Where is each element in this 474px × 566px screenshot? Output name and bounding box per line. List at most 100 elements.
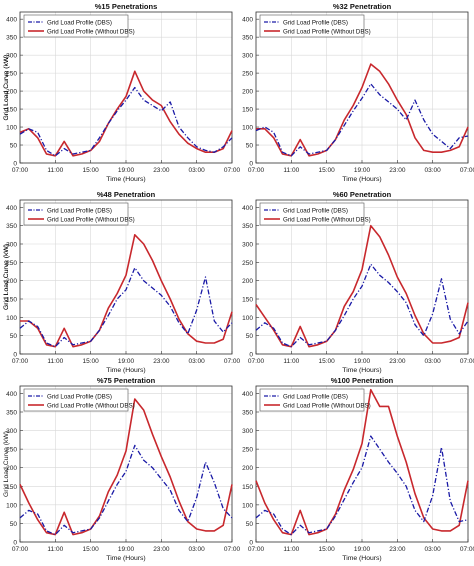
legend-box — [259, 202, 365, 226]
x-axis-label: Time (Hours) — [342, 367, 381, 374]
y-tick-label: 100 — [6, 125, 17, 132]
y-tick-label: 100 — [242, 315, 253, 322]
legend-box — [23, 14, 129, 38]
axes-frame — [19, 199, 233, 355]
x-tick-label: 11:00 — [283, 167, 299, 174]
legend-label: Grid Load Profile (DBS) — [47, 19, 112, 26]
y-tick-label: 50 — [10, 143, 18, 150]
x-tick-label: 23:00 — [153, 167, 170, 174]
x-tick-label: 23:00 — [153, 358, 170, 365]
x-axis-label: Time (Hours) — [342, 176, 381, 183]
y-tick-label: 150 — [242, 107, 253, 114]
legend-box — [259, 14, 365, 38]
y-tick-label: 150 — [242, 297, 253, 304]
legend-label: Grid Load Profile (DBS) — [283, 207, 348, 214]
x-tick-label: 15:00 — [83, 546, 100, 553]
chart-title: %15 Penetrations — [95, 2, 158, 11]
x-tick-label: 19:00 — [118, 358, 135, 365]
legend: Grid Load Profile (DBS) Grid Load Profile… — [23, 202, 135, 226]
legend-label: Grid Load Profile (Without DBS) — [283, 402, 371, 409]
y-tick-label: 100 — [242, 125, 253, 132]
x-tick-label: 11:00 — [47, 358, 63, 365]
y-tick-label: 150 — [242, 484, 253, 491]
y-tick-label: 100 — [242, 502, 253, 509]
x-tick-label: 07:00 — [224, 167, 241, 174]
chart-title: %100 Penetration — [331, 376, 394, 385]
x-tick-label: 07:00 — [12, 167, 29, 174]
y-tick-label: 50 — [10, 333, 18, 340]
x-tick-label: 23:00 — [389, 546, 406, 553]
x-tick-label: 03:00 — [425, 358, 442, 365]
series-line — [255, 435, 469, 536]
legend-label: Grid Load Profile (Without DBS) — [47, 28, 135, 35]
y-axis-label: Grid Load Curve (kW) — [3, 244, 10, 310]
x-tick-label: 15:00 — [319, 546, 336, 553]
y-tick-label: 200 — [6, 278, 17, 285]
x-tick-label: 03:00 — [425, 167, 442, 174]
y-axis-label: Grid Load Curve (kW) — [3, 431, 10, 497]
x-axis-label: Time (Hours) — [106, 367, 145, 374]
x-tick-label: 07:00 — [460, 546, 474, 553]
legend-label: Grid Load Profile (DBS) — [47, 207, 112, 214]
x-tick-label: 15:00 — [83, 358, 100, 365]
legend-label: Grid Load Profile (Without DBS) — [283, 28, 371, 35]
legend-label: Grid Load Profile (Without DBS) — [47, 402, 135, 409]
x-tick-label: 03:00 — [189, 167, 206, 174]
x-tick-label: 11:00 — [283, 546, 299, 553]
y-axis-label: Grid Load Curve (kW) — [3, 54, 10, 120]
x-tick-label: 23:00 — [153, 546, 170, 553]
y-tick-label: 250 — [6, 260, 17, 267]
legend-box — [23, 202, 129, 226]
y-tick-label: 50 — [246, 333, 254, 340]
y-tick-label: 200 — [242, 89, 253, 96]
y-tick-label: 150 — [6, 297, 17, 304]
x-tick-label: 11:00 — [47, 546, 63, 553]
chart-panel: 0 50 100 150 200 250 300 350 400 07:00 11:00 15:00 1… — [242, 376, 474, 562]
axes-frame — [255, 11, 469, 164]
x-tick-label: 07:00 — [224, 546, 241, 553]
y-tick-label: 400 — [6, 391, 17, 398]
x-tick-label: 07:00 — [460, 358, 474, 365]
x-tick-label: 07:00 — [224, 358, 241, 365]
series-line — [19, 70, 233, 157]
y-tick-label: 300 — [242, 428, 253, 435]
x-tick-label: 15:00 — [319, 167, 336, 174]
y-tick-label: 250 — [242, 71, 253, 78]
y-tick-label: 150 — [6, 484, 17, 491]
series-line — [19, 444, 233, 536]
chart-title: %48 Penetration — [97, 190, 156, 199]
series-line — [255, 83, 469, 157]
chart-title: %60 Penetration — [333, 190, 392, 199]
series-line — [19, 398, 233, 536]
chart-panel: 0 50 100 150 200 250 300 350 400 07:00 11:00 15:00 1… — [3, 190, 241, 374]
x-tick-label: 07:00 — [248, 358, 265, 365]
chart-panel: 0 50 100 150 200 250 300 350 400 07:00 11:00 15:00 1… — [3, 376, 241, 562]
x-tick-label: 03:00 — [425, 546, 442, 553]
y-tick-label: 100 — [6, 502, 17, 509]
legend: Grid Load Profile (DBS) Grid Load Profile… — [259, 14, 371, 38]
chart-title: %75 Penetration — [97, 376, 156, 385]
y-tick-label: 250 — [6, 71, 17, 78]
y-tick-label: 350 — [242, 35, 253, 42]
y-tick-label: 400 — [6, 205, 17, 212]
legend-label: Grid Load Profile (DBS) — [47, 393, 112, 400]
y-tick-label: 400 — [6, 17, 17, 24]
y-tick-label: 350 — [6, 410, 17, 417]
x-axis-label: Time (Hours) — [342, 555, 381, 562]
y-axis-label: Grid Load Curve (kW) — [3, 244, 10, 310]
y-tick-label: 0 — [249, 161, 253, 168]
legend-label: Grid Load Profile (DBS) — [283, 19, 348, 26]
y-tick-label: 200 — [242, 278, 253, 285]
legend-box — [23, 388, 129, 412]
y-tick-label: 300 — [242, 53, 253, 60]
y-tick-label: 250 — [242, 260, 253, 267]
x-tick-label: 11:00 — [283, 358, 299, 365]
series-line — [19, 267, 233, 348]
y-tick-label: 200 — [6, 89, 17, 96]
legend: Grid Load Profile (DBS) Grid Load Profile… — [259, 202, 371, 226]
x-tick-label: 19:00 — [354, 546, 371, 553]
y-tick-label: 300 — [6, 53, 17, 60]
chart-panel: 0 50 100 150 200 250 300 350 400 07:00 11:00 15:00 1… — [3, 2, 241, 183]
x-tick-label: 15:00 — [83, 167, 100, 174]
y-tick-label: 50 — [246, 521, 254, 528]
